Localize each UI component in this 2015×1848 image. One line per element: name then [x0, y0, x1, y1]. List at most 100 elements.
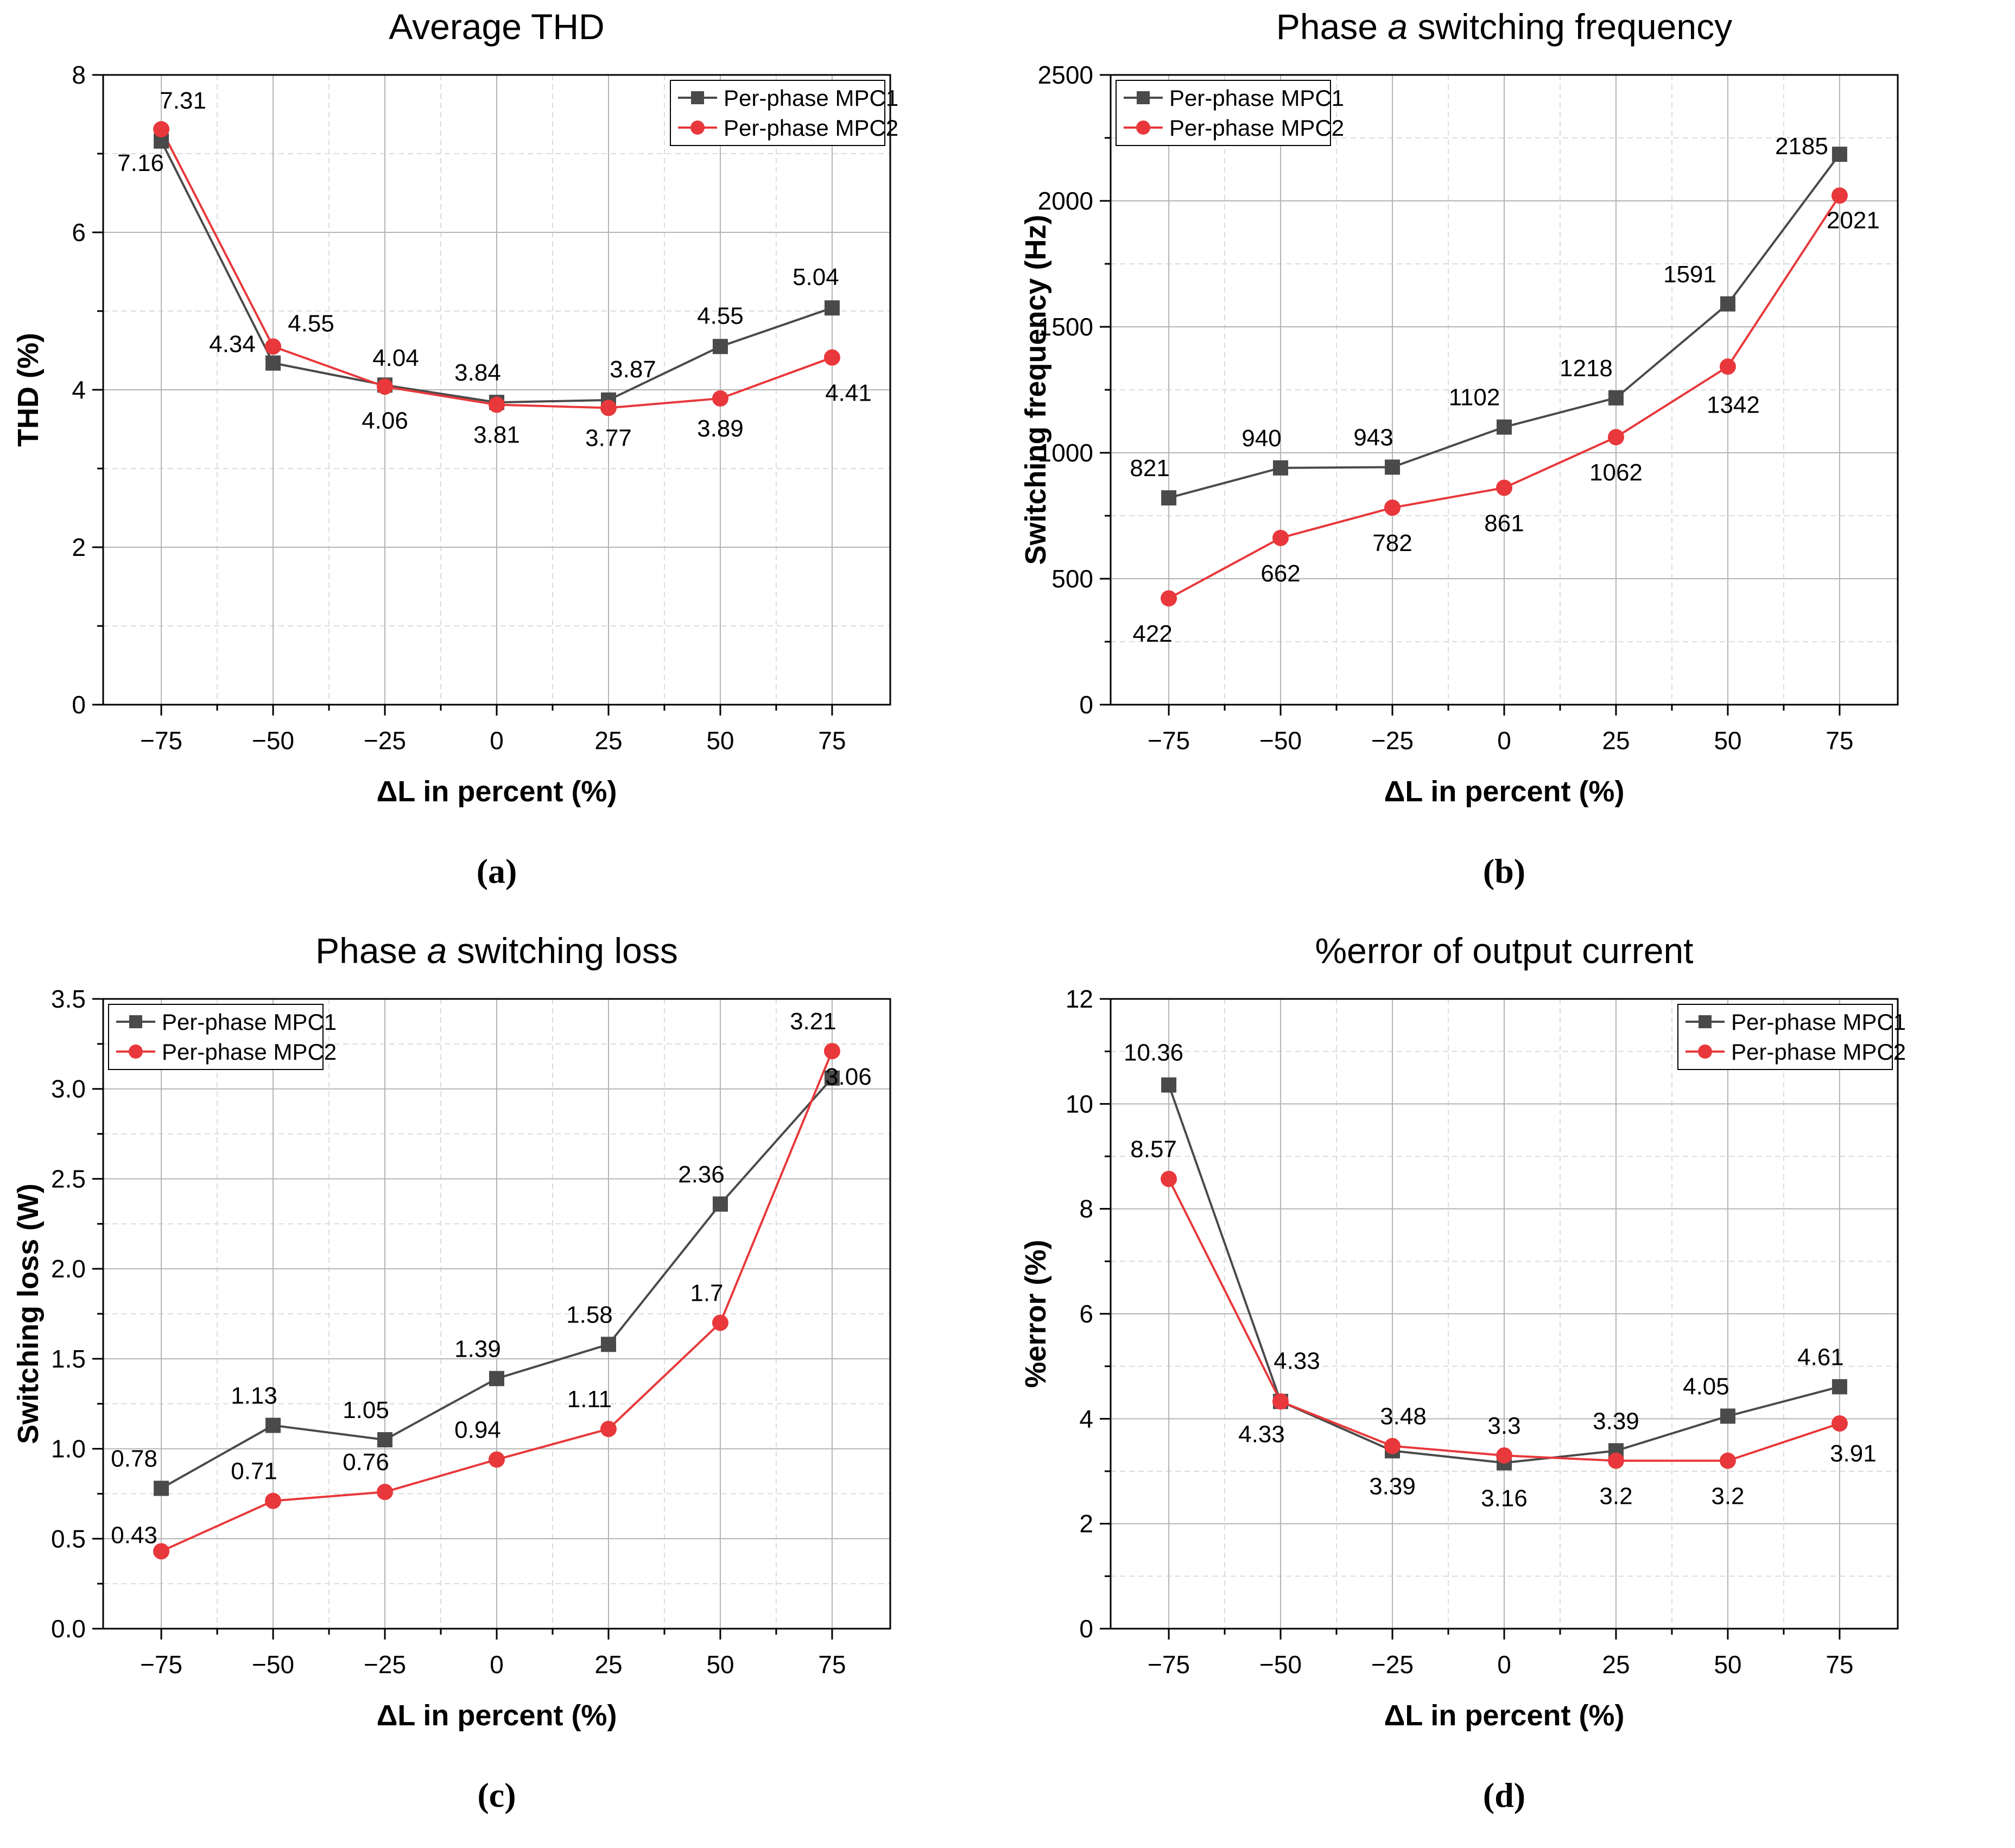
data-point-mpc2: [823, 1043, 840, 1060]
legend-label: Per-phase MPC2: [724, 115, 898, 141]
y-tick-label: 2.0: [51, 1255, 86, 1283]
data-point-mpc2: [1831, 187, 1848, 204]
x-tick-label: −75: [140, 726, 182, 755]
x-tick-label: 25: [1602, 726, 1630, 755]
panel-a: Average THD −75 −50 −25 0 25 50 75 0 2 4 6 8 ΔL in pe…: [0, 0, 1008, 924]
y-tick-label: 6: [1079, 1300, 1093, 1328]
legend-label: Per-phase MPC2: [1169, 115, 1344, 141]
data-label-mpc1: 4.55: [697, 302, 744, 329]
x-axis-label: ΔL in percent (%): [377, 775, 617, 808]
x-tick-label: 50: [706, 1650, 734, 1679]
data-label-mpc2: 662: [1260, 560, 1300, 587]
data-label-mpc1: 10.36: [1124, 1040, 1183, 1066]
data-label-mpc1: 3.84: [454, 359, 501, 386]
legend-box: [670, 80, 885, 146]
y-tick-label: 2: [72, 533, 86, 561]
x-tick-label: −25: [364, 1650, 406, 1679]
data-label-mpc1: 0.78: [111, 1445, 157, 1472]
panel-caption: (d): [1483, 1776, 1525, 1814]
data-label-mpc2: 2021: [1827, 207, 1880, 233]
data-point-mpc2: [1272, 1393, 1289, 1410]
data-label-mpc2: 0.94: [454, 1416, 501, 1443]
data-label-mpc2: 3.89: [697, 415, 744, 442]
x-axis-label: ΔL in percent (%): [377, 1699, 617, 1732]
legend-label: Per-phase MPC1: [162, 1009, 337, 1035]
y-tick-label: 8: [72, 61, 86, 89]
chart-d: %error of output current −75 −50 −25 0 25 50 75…: [1019, 931, 1906, 1814]
data-label-mpc1: 4.61: [1797, 1344, 1844, 1370]
chart-title: Phase a switching frequency: [1276, 7, 1732, 47]
data-label-mpc1: 4.34: [209, 331, 256, 358]
legend: Per-phase MPC1 Per-phase MPC2: [1116, 80, 1344, 146]
data-label-mpc1: 1.39: [454, 1336, 501, 1362]
legend-label: Per-phase MPC2: [162, 1039, 337, 1065]
data-point-mpc1: [377, 1432, 393, 1447]
data-point-mpc2: [153, 121, 170, 138]
data-label-mpc2: 4.41: [825, 380, 872, 407]
y-tick-label: 0.5: [51, 1524, 86, 1553]
data-point-mpc2: [1384, 499, 1401, 516]
x-tick-label: −50: [1259, 1650, 1302, 1679]
data-label-mpc1: 943: [1353, 424, 1393, 451]
y-axis-label: Switching loss (W): [12, 1184, 45, 1444]
chart-title: Average THD: [389, 7, 604, 47]
data-point-mpc2: [489, 1451, 505, 1468]
data-point-mpc1: [712, 1196, 728, 1212]
data-label-mpc2: 1.11: [567, 1386, 612, 1413]
y-tick-label: 500: [1051, 565, 1093, 593]
legend-box: [1116, 80, 1331, 146]
data-label-mpc2: 8.57: [1130, 1136, 1177, 1163]
data-label-mpc1: 4.06: [362, 407, 408, 434]
x-tick-label: 50: [706, 726, 734, 755]
data-point-mpc1: [1497, 419, 1512, 435]
data-label-mpc1: 3.16: [1481, 1485, 1528, 1512]
data-label-mpc1: 3.87: [610, 356, 656, 383]
y-tick-label: 4: [72, 376, 86, 404]
data-point-mpc2: [1496, 1447, 1512, 1464]
data-point-mpc2: [1719, 358, 1736, 375]
x-tick-label: −50: [252, 726, 294, 755]
chart-title-part: a: [427, 931, 447, 971]
legend-marker: [690, 121, 705, 135]
panel-d: %error of output current −75 −50 −25 0 25 50 75…: [1008, 924, 2015, 1848]
data-label-mpc1: 1102: [1449, 384, 1500, 411]
legend-marker: [691, 91, 704, 104]
data-point-mpc2: [153, 1543, 170, 1560]
data-point-mpc2: [1607, 1452, 1624, 1469]
legend-box: [108, 1004, 324, 1070]
y-tick-label: 0.0: [51, 1615, 86, 1643]
data-label-mpc2: 3.2: [1599, 1483, 1632, 1510]
panel-caption: (b): [1483, 852, 1525, 890]
data-point-mpc1: [1832, 147, 1847, 162]
data-point-mpc2: [600, 1421, 617, 1438]
y-tick-label: 1000: [1038, 439, 1093, 467]
data-point-mpc1: [600, 1337, 616, 1352]
data-point-mpc2: [600, 400, 617, 416]
data-point-mpc1: [1608, 390, 1624, 406]
data-label-mpc2: 0.43: [111, 1522, 157, 1548]
x-tick-label: 50: [1714, 726, 1741, 755]
data-point-mpc2: [1831, 1415, 1848, 1432]
x-tick-label: 75: [1826, 1650, 1853, 1679]
data-point-mpc1: [1385, 459, 1401, 475]
data-point-mpc2: [712, 390, 728, 407]
data-label-mpc1: 2.36: [678, 1161, 725, 1188]
legend-marker: [129, 1015, 142, 1028]
y-tick-label: 1.5: [51, 1345, 86, 1373]
y-tick-label: 12: [1066, 985, 1093, 1013]
data-point-mpc1: [1273, 460, 1289, 476]
data-point-mpc1: [1832, 1379, 1847, 1395]
y-tick-label: 2: [1079, 1510, 1093, 1538]
y-tick-label: 6: [72, 218, 86, 246]
data-point-mpc1: [1720, 1408, 1735, 1424]
y-tick-label: 1500: [1038, 313, 1093, 341]
legend: Per-phase MPC1 Per-phase MPC2: [108, 1004, 337, 1070]
data-label-mpc1: 1591: [1663, 261, 1716, 288]
legend-label: Per-phase MPC2: [1731, 1039, 1906, 1065]
data-label-mpc1: 4.33: [1273, 1347, 1320, 1374]
x-tick-label: 25: [594, 726, 622, 755]
data-point-mpc2: [823, 349, 840, 366]
data-label-mpc1: 1218: [1560, 355, 1613, 382]
data-point-mpc2: [1384, 1438, 1401, 1454]
y-tick-label: 10: [1066, 1090, 1093, 1118]
